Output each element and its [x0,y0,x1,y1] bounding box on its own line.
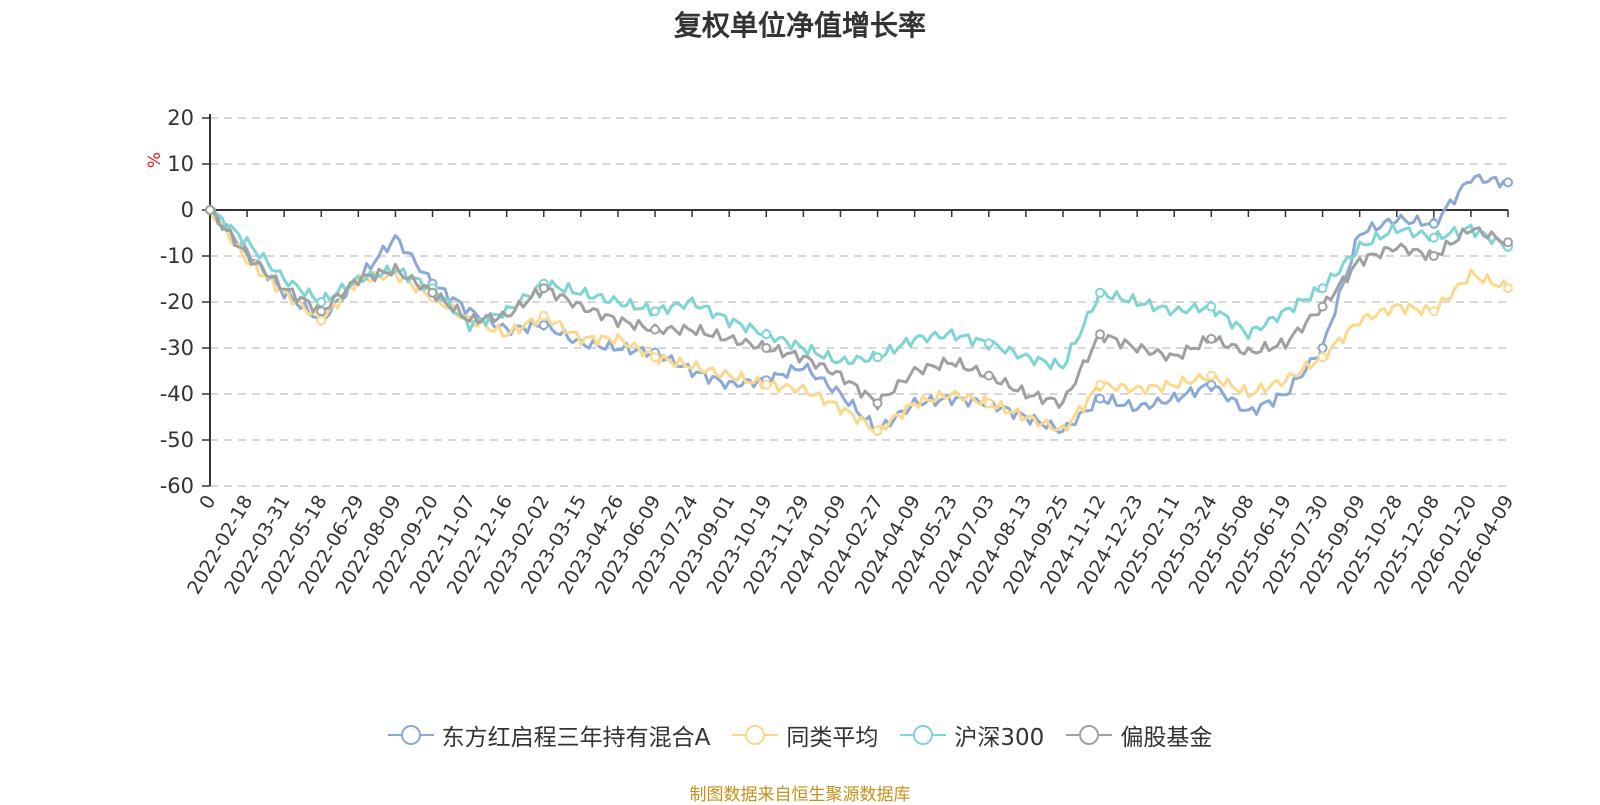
y-tick-label: 20 [167,106,194,130]
data-point [1503,283,1513,294]
data-point [1428,232,1439,243]
legend-label: 偏股基金 [1120,725,1213,751]
data-point [1206,379,1217,390]
legend-line-circle-icon [732,725,779,745]
data-point [1503,177,1513,188]
legend-label: 沪深300 [954,725,1045,751]
data-point [1428,306,1439,317]
series-3 [205,205,1513,411]
legend-item-3[interactable]: 偏股基金 [1066,718,1212,752]
data-point [538,283,549,294]
series-line [209,207,1509,411]
data-point [1095,393,1106,404]
data-point [1095,329,1106,340]
y-tick-label: 10 [167,152,194,176]
y-axis-unit-label: % [145,152,165,168]
data-point [1206,333,1217,344]
series-1 [205,205,1513,436]
data-point [1428,218,1439,229]
data-point [1428,251,1439,261]
data-point [427,287,438,298]
data-point [1095,379,1106,390]
data-point [650,324,661,335]
series-lines [205,173,1513,436]
data-point [872,398,883,409]
data-point [650,352,661,363]
legend-item-0[interactable]: 东方红启程三年持有混合A [387,718,711,752]
data-point [761,329,772,340]
data-point [1317,301,1328,312]
data-point [205,205,215,215]
series-line [208,209,1510,433]
data-point [316,306,327,317]
data-point [1206,370,1217,381]
data-point [1317,352,1328,363]
legend-line-circle-icon [900,725,947,745]
legend-label: 同类平均 [786,725,879,751]
data-point [983,398,994,409]
grid-lines [210,117,1508,487]
data-point [538,320,549,330]
data-point [1206,301,1217,312]
data-point [1503,237,1513,248]
data-point [983,370,994,381]
legend-line-circle-icon [387,725,434,745]
data-point [761,379,772,390]
legend-item-1[interactable]: 同类平均 [732,718,878,752]
legend-item-2[interactable]: 沪深300 [900,718,1044,752]
data-point [1095,287,1106,298]
y-tick-label: -40 [160,382,194,406]
y-tick-label: 0 [181,198,194,222]
legend-label: 东方红启程三年持有混合A [441,725,711,751]
data-point [872,425,883,436]
data-point [1317,283,1328,294]
data-point [761,343,772,353]
legend: 东方红启程三年持有混合A 同类平均 沪深300 偏股基金 [0,718,1600,752]
series-line [209,173,1509,435]
chart-title: 复权单位净值增长率 [673,9,926,42]
data-point [316,315,327,326]
legend-line-circle-icon [1066,725,1113,745]
series-2 [205,205,1513,371]
data-point [983,338,994,349]
data-point [872,352,883,363]
source-note: 制图数据来自恒生聚源数据库 [689,785,911,805]
y-tick-label: -30 [160,336,194,360]
axes [202,114,1509,487]
series-line [208,208,1509,371]
data-point [650,306,661,317]
y-tick-label: -60 [160,474,194,498]
y-tick-label: -10 [160,244,194,268]
data-point [316,297,327,307]
x-tick-label: 0 [195,492,220,513]
tick-labels: 20100-10-20-30-40-50-6002022-02-182022-0… [160,106,1519,598]
y-tick-label: -20 [160,290,194,314]
data-point [538,310,549,321]
y-tick-label: -50 [160,428,194,452]
